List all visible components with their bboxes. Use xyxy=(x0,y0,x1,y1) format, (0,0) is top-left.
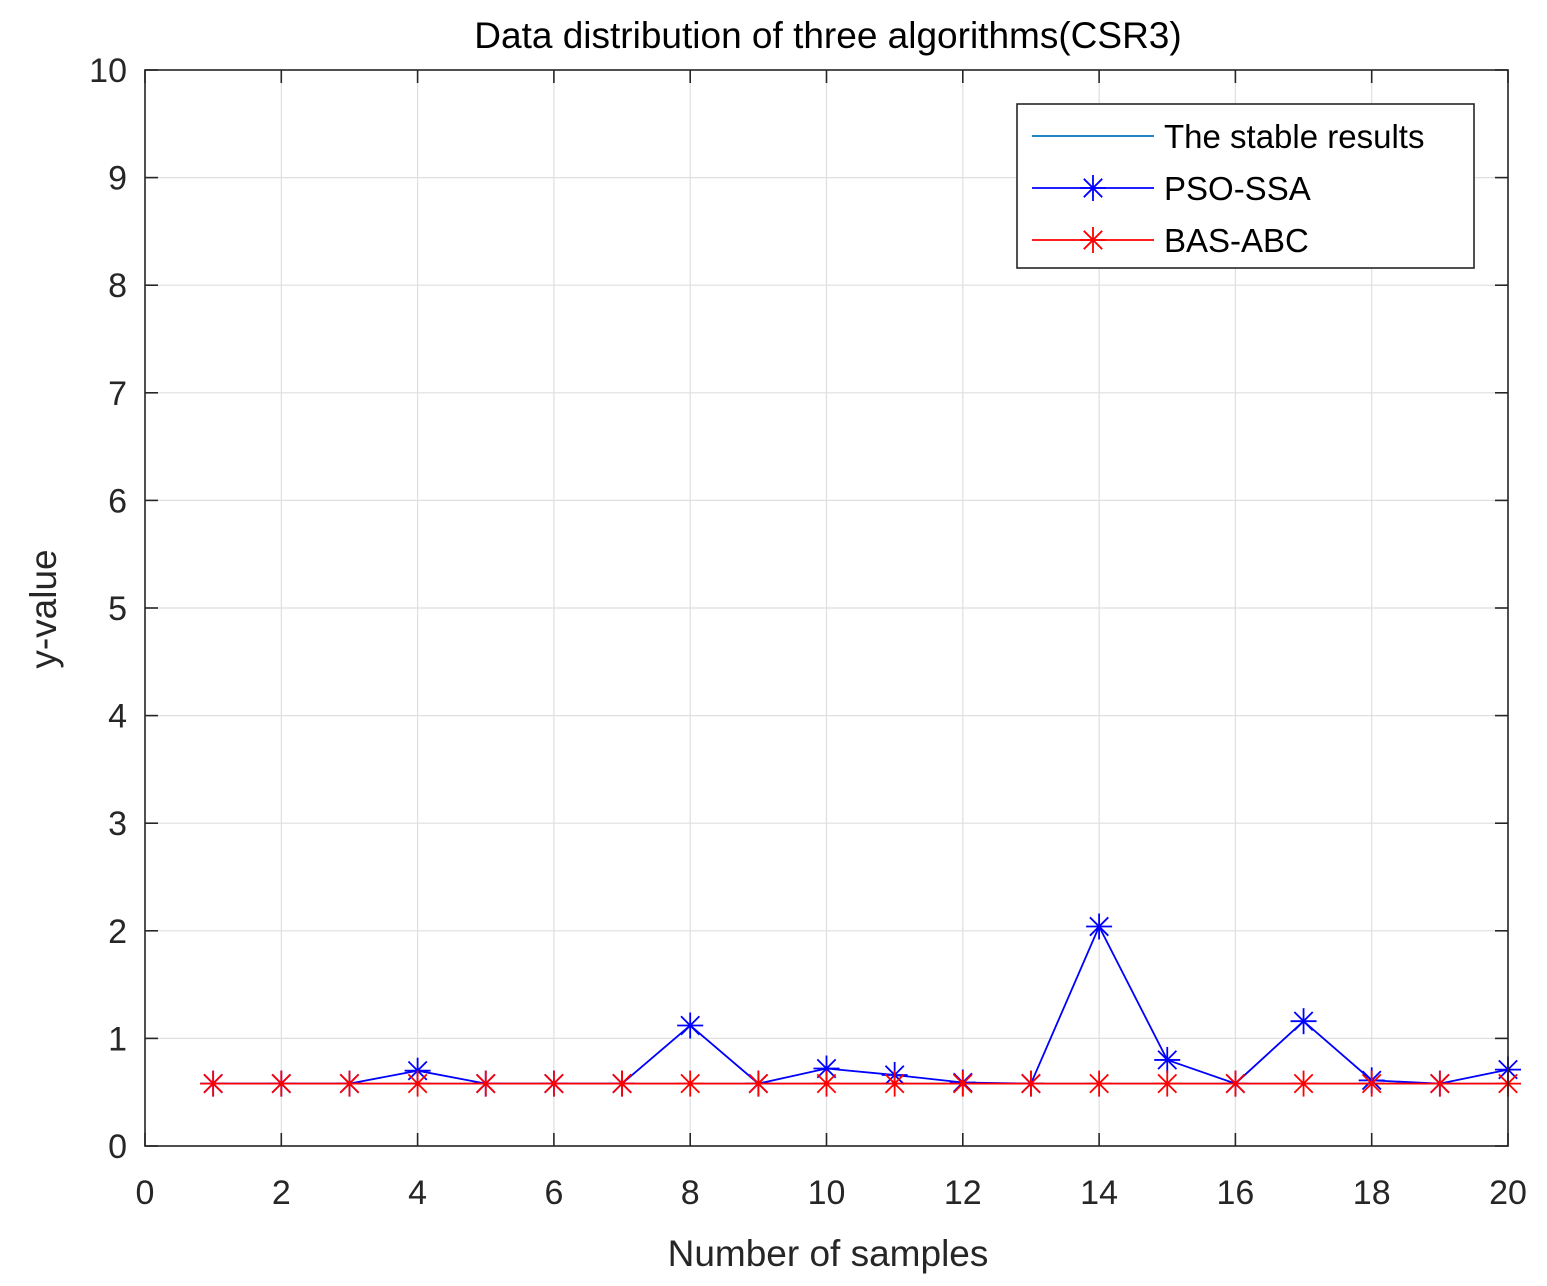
x-tick-label: 18 xyxy=(1353,1174,1391,1212)
x-axis-title: Number of samples xyxy=(668,1233,989,1274)
data-point-bas-abc xyxy=(540,1070,567,1097)
legend-item-pso-ssa: PSO-SSA xyxy=(1032,170,1311,207)
data-point-bas-abc xyxy=(745,1070,772,1097)
legend-marker-bas-abc xyxy=(1080,227,1106,253)
data-point-bas-abc xyxy=(881,1070,908,1097)
data-point-pso-ssa xyxy=(677,1012,704,1039)
data-point-bas-abc xyxy=(609,1070,636,1097)
x-tick-label: 10 xyxy=(808,1174,846,1212)
x-tick-label: 8 xyxy=(681,1174,700,1212)
data-point-bas-abc xyxy=(1358,1070,1385,1097)
data-point-bas-abc xyxy=(677,1070,704,1097)
series-line-pso-ssa xyxy=(213,924,1509,1085)
data-point-bas-abc xyxy=(1426,1070,1453,1097)
y-tick-label: 8 xyxy=(108,267,127,305)
y-tick-label: 1 xyxy=(108,1020,127,1058)
data-point-bas-abc xyxy=(336,1070,363,1097)
legend: The stable results PSO-SSA BAS-ABC xyxy=(1016,103,1475,269)
x-tick-label: 14 xyxy=(1080,1174,1118,1212)
y-tick-label: 7 xyxy=(108,375,127,413)
legend-marker-pso-ssa xyxy=(1080,175,1106,201)
y-axis-title: y-value xyxy=(23,549,64,668)
y-tick-label: 9 xyxy=(108,160,127,198)
data-point-bas-abc xyxy=(1222,1070,1249,1097)
data-point-bas-abc xyxy=(813,1070,840,1097)
chart-title: Data distribution of three algorithms(CS… xyxy=(474,15,1181,56)
legend-label-pso-ssa: PSO-SSA xyxy=(1164,170,1311,207)
y-tick-label: 0 xyxy=(108,1128,127,1166)
x-tick-label: 16 xyxy=(1216,1174,1254,1212)
data-point-pso-ssa xyxy=(1154,1046,1181,1073)
x-tick-label: 12 xyxy=(944,1174,982,1212)
data-point-pso-ssa xyxy=(1290,1008,1317,1035)
x-tick-label: 6 xyxy=(544,1174,563,1212)
legend-label-bas-abc: BAS-ABC xyxy=(1164,222,1309,259)
y-tick-label: 4 xyxy=(108,698,127,736)
y-tick-label: 3 xyxy=(108,805,127,843)
data-point-bas-abc xyxy=(1017,1070,1044,1097)
data-point-bas-abc xyxy=(1154,1070,1181,1097)
y-tick-label: 6 xyxy=(108,482,127,520)
data-point-bas-abc xyxy=(404,1070,431,1097)
data-point-bas-abc xyxy=(472,1070,499,1097)
axis-ticks xyxy=(144,69,1509,1147)
data-point-bas-abc xyxy=(1086,1070,1113,1097)
data-point-pso-ssa xyxy=(1086,913,1113,940)
data-point-bas-abc xyxy=(1290,1070,1317,1097)
x-tick-label: 0 xyxy=(136,1174,155,1212)
y-tick-labels: 0 1 2 3 4 5 6 7 8 9 10 xyxy=(89,52,127,1166)
legend-item-bas-abc: BAS-ABC xyxy=(1032,222,1309,259)
y-tick-label: 2 xyxy=(108,913,127,951)
y-tick-label: 5 xyxy=(108,590,127,628)
x-tick-label: 2 xyxy=(272,1174,291,1212)
legend-label-the-stable-results: The stable results xyxy=(1164,118,1424,155)
data-point-bas-abc xyxy=(949,1070,976,1097)
legend-item-the-stable-results: The stable results xyxy=(1032,118,1424,155)
x-tick-label: 4 xyxy=(408,1174,427,1212)
x-tick-label: 20 xyxy=(1489,1174,1527,1212)
series-markers xyxy=(200,913,1521,1097)
data-point-bas-abc xyxy=(200,1070,227,1097)
data-point-bas-abc xyxy=(268,1070,295,1097)
x-tick-labels: 0 2 4 6 8 10 12 14 16 18 20 xyxy=(136,1174,1527,1212)
y-tick-label: 10 xyxy=(89,52,127,90)
